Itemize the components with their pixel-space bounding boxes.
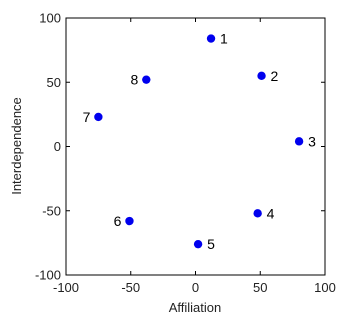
y-axis-ticks: -100 -50 0 50 100 [35,11,325,283]
y-axis-title: Interdependence [9,97,24,195]
scatter-point [193,239,203,249]
scatter-point [125,216,134,226]
y-tick-label: 0 [54,139,61,154]
y-tick-label: 100 [39,11,61,26]
point-label: 5 [207,236,215,252]
scatter-point [142,75,151,84]
data-points: 1 2 3 4 5 6 7 8 [83,31,317,253]
x-tick-label: -100 [53,280,79,295]
plot-frame [65,17,326,276]
point-label: 7 [83,109,91,125]
x-tick-label: 100 [314,280,336,295]
x-tick-label: 0 [192,280,199,295]
scatter-point [294,137,304,146]
point-label: 8 [130,72,138,88]
x-tick-label: 50 [253,280,267,295]
point-label: 4 [267,205,275,221]
point-label: 3 [308,133,316,149]
scatter-point [257,71,266,81]
y-tick-label: -100 [35,268,61,283]
point-label: 2 [271,68,279,84]
y-tick-label: 50 [47,75,61,90]
scatter-point [206,34,216,43]
x-axis-ticks: -100 -50 0 50 100 [53,18,336,295]
point-label: 6 [114,213,122,229]
x-tick-label: -50 [121,280,140,295]
scatter-point [253,209,262,218]
x-axis-title: Affiliation [169,300,222,315]
scatter-point [94,112,103,122]
y-tick-label: -50 [42,203,61,218]
point-label: 1 [220,31,228,47]
